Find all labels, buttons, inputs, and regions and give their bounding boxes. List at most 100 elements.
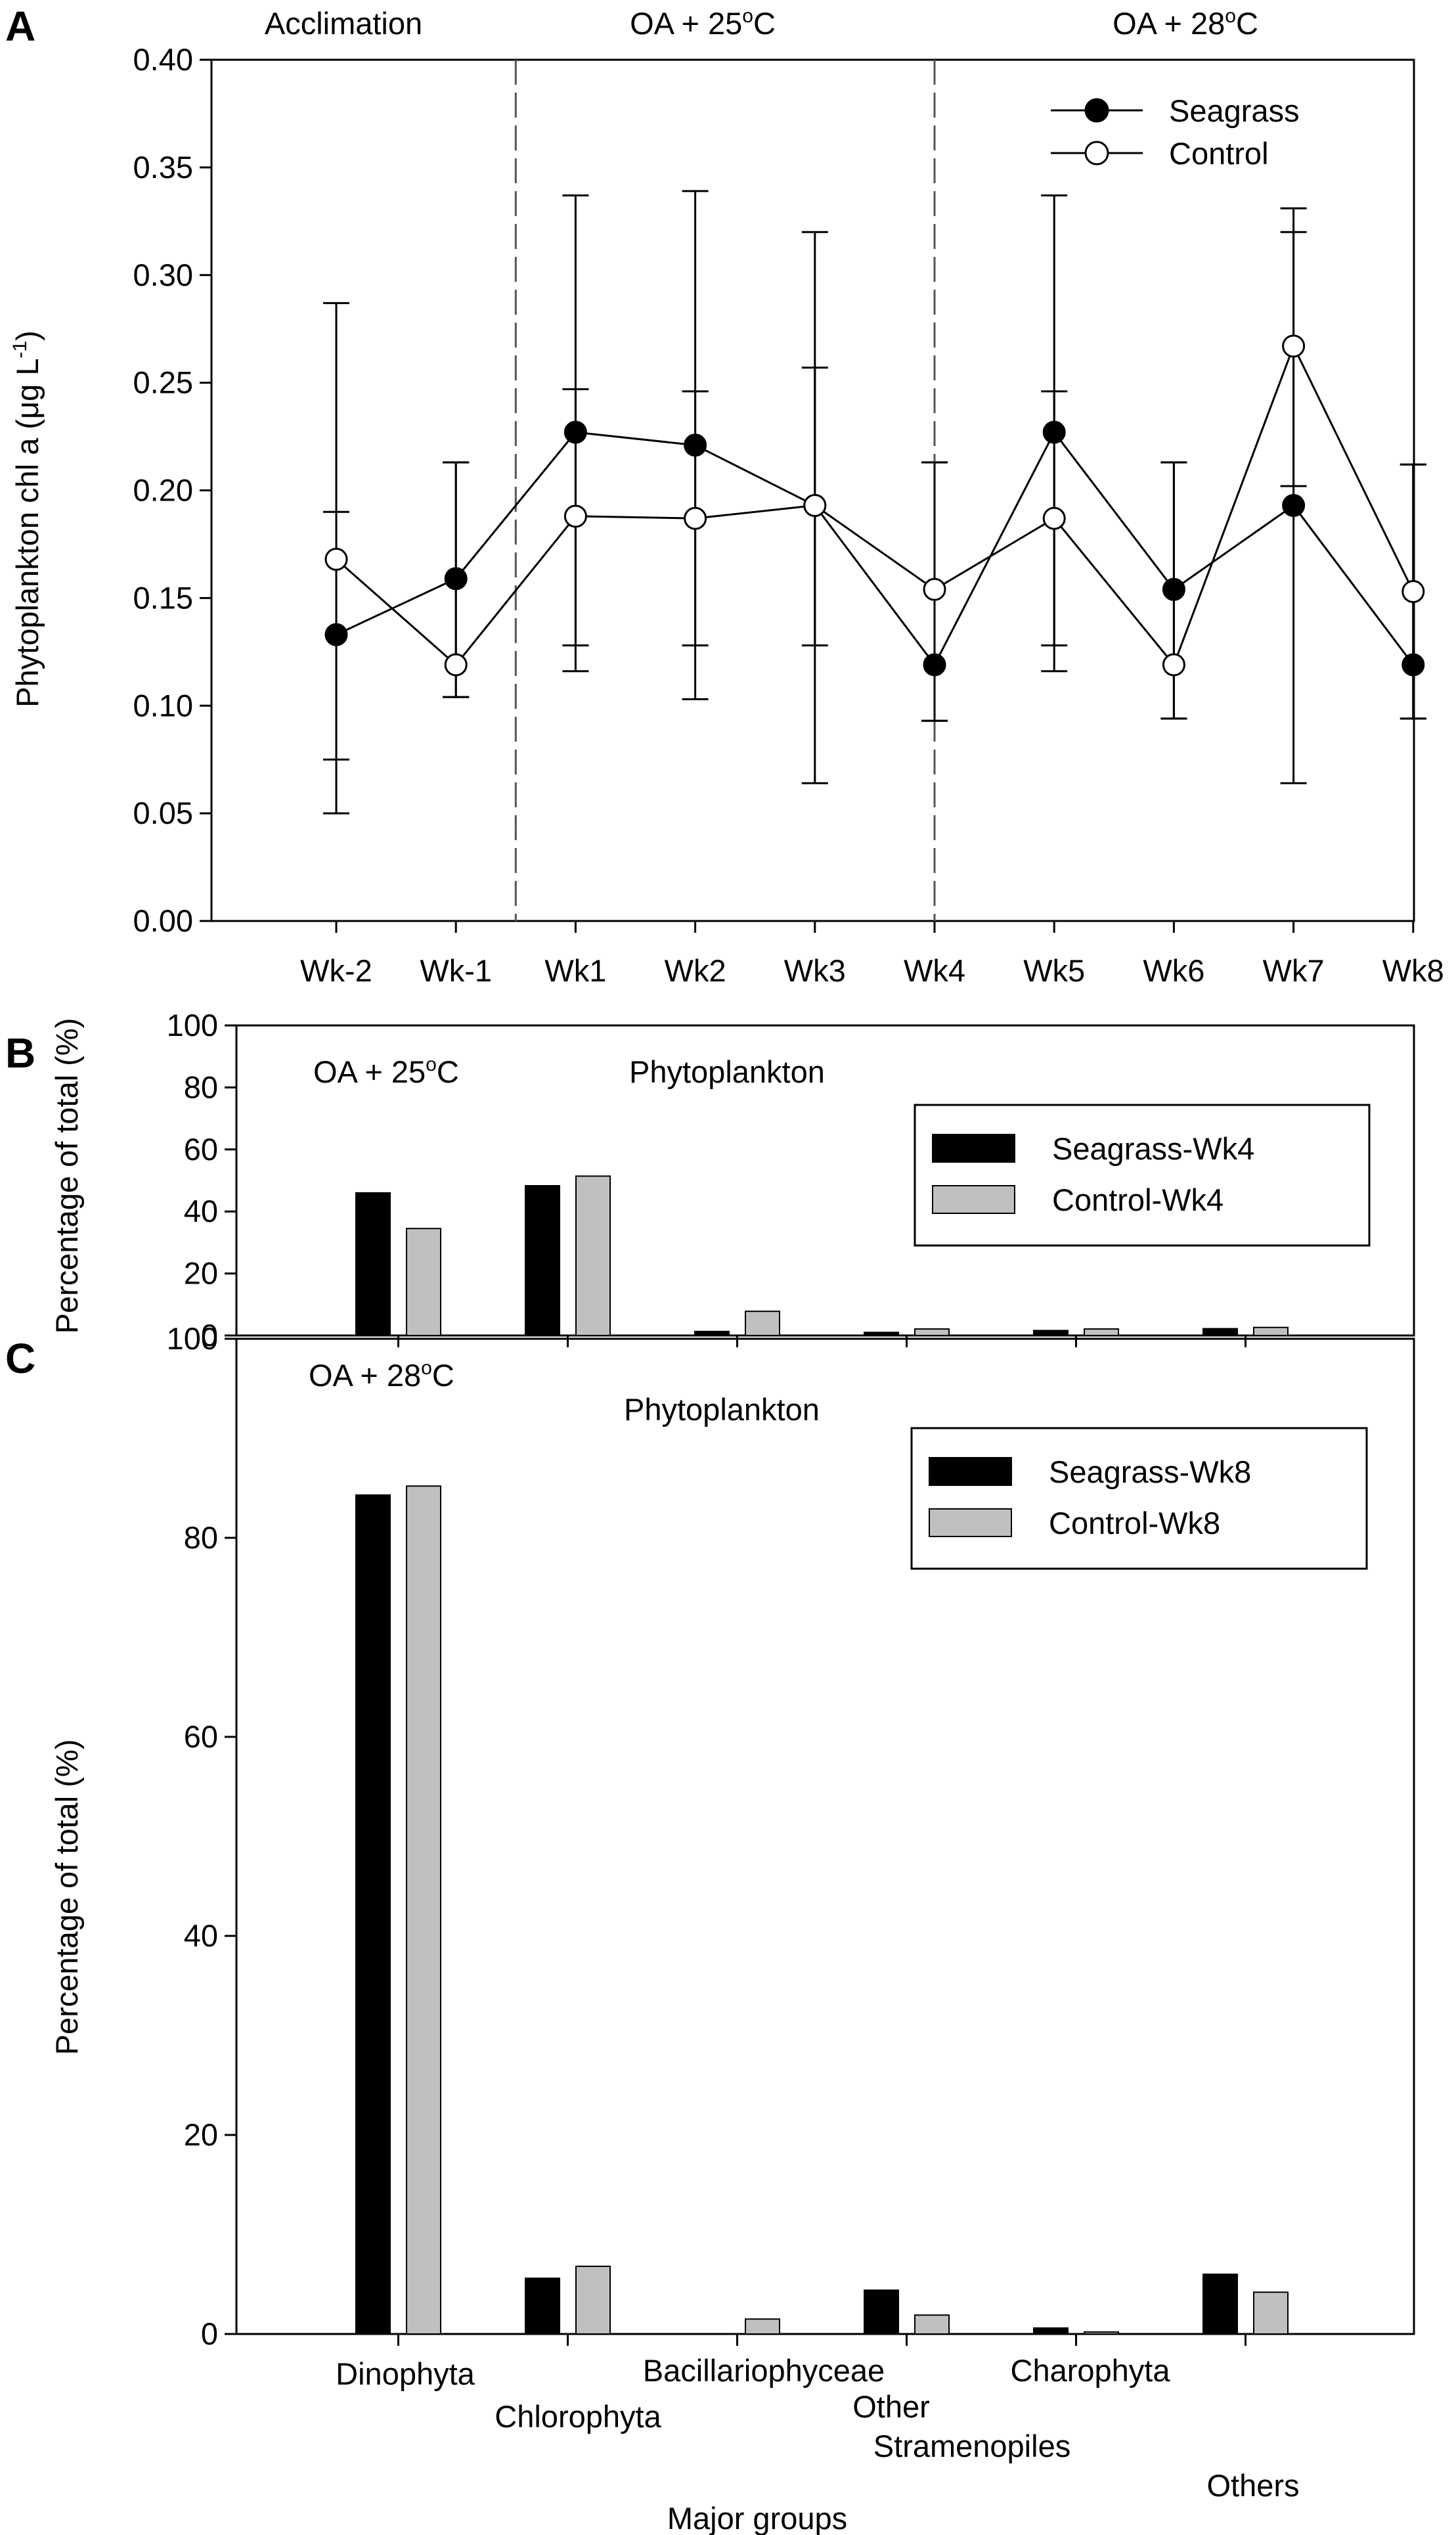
control-point <box>324 547 348 571</box>
control-bar <box>1253 1326 1289 1337</box>
y-tick-label: 0.10 <box>133 688 193 723</box>
control-point <box>1042 506 1066 530</box>
panel-c-category-labels: Dinophyta Chlorophyta Bacillariophyceae … <box>336 2353 1299 2503</box>
panel-b-plot <box>355 1175 1289 1337</box>
legend-seagrass-wk8-label: Seagrass-Wk8 <box>1049 1454 1251 1489</box>
category-label: Charophyta <box>1011 2353 1171 2388</box>
seagrass-bar <box>1033 1330 1069 1336</box>
category-label: Dinophyta <box>336 2356 475 2391</box>
control-bar <box>914 1328 950 1337</box>
control-point <box>1401 580 1425 604</box>
x-tick-label: Wk3 <box>784 953 846 988</box>
control-bar <box>914 2314 950 2335</box>
control-bar <box>575 2265 611 2335</box>
seagrass-bar <box>694 1330 730 1337</box>
seagrass-bar <box>864 1332 899 1337</box>
y-tick-label: 0.20 <box>133 473 193 508</box>
seagrass-point <box>1282 493 1306 517</box>
panel-a-axes: 0.00 0.05 0.10 0.15 0.20 0.25 0.30 0.35 0.40 Wk-2… <box>133 42 1444 988</box>
y-tick-label: 80 <box>184 1520 218 1555</box>
seagrass-bar <box>1202 1328 1238 1336</box>
seagrass-bar <box>355 1192 391 1336</box>
panel-a-ylabel: Phytoplankton chl a (μg L-1) <box>9 330 45 707</box>
control-bar <box>745 2318 780 2335</box>
y-tick-label: 20 <box>184 1256 218 1291</box>
panel-c-ylabel: Percentage of total (%) <box>49 1739 84 2055</box>
control-point <box>803 493 827 517</box>
x-tick-label: Wk-2 <box>300 953 372 988</box>
x-tick-label: Wk4 <box>904 953 965 988</box>
seagrass-point <box>1162 577 1185 601</box>
y-tick-label: 100 <box>167 1321 218 1356</box>
legend-control-wk4-label: Control-Wk4 <box>1052 1182 1224 1217</box>
control-bar <box>1253 2291 1289 2335</box>
control-point <box>1162 653 1185 677</box>
panel-c-condition: OA + 28oC <box>309 1357 454 1393</box>
panel-b-axes: 0 20 40 60 80 100 <box>167 1008 1415 1353</box>
seagrass-point <box>1042 420 1066 444</box>
legend-box <box>910 1427 1368 1570</box>
panel-a: A Acclimation OA + 25oC OA + 28oC Phytop… <box>5 3 1444 988</box>
y-tick-label: 0 <box>201 2316 218 2351</box>
y-tick-label: 0.30 <box>133 258 193 292</box>
seagrass-bar <box>864 2289 899 2335</box>
panel-a-legend: Seagrass Control <box>1051 93 1300 171</box>
control-bar <box>1084 2331 1119 2335</box>
control-bar <box>406 1228 441 1337</box>
control-bar <box>1084 1328 1119 1337</box>
y-tick-label: 0 <box>201 1318 218 1353</box>
seagrass-bar <box>1202 2274 1238 2335</box>
panel-c-xlabel: Major groups <box>667 2501 847 2535</box>
phase-label-oa-28: OA + 28oC <box>1113 5 1258 41</box>
panel-b-condition: OA + 25oC <box>313 1054 459 1089</box>
control-point <box>563 505 587 528</box>
control-point <box>684 506 707 530</box>
y-tick-label: 60 <box>184 1719 218 1754</box>
seagrass-bar <box>525 2277 560 2335</box>
y-tick-label: 60 <box>184 1132 218 1167</box>
seagrass-point <box>324 623 348 646</box>
category-label: Others <box>1206 2468 1299 2503</box>
category-label: Stramenopiles <box>873 2429 1070 2463</box>
legend-box <box>914 1104 1371 1247</box>
category-label: Bacillariophyceae <box>643 2353 885 2388</box>
y-tick-label: 0.00 <box>133 903 193 938</box>
y-tick-label: 100 <box>167 1008 218 1043</box>
legend-seagrass-wk4-label: Seagrass-Wk4 <box>1052 1131 1254 1166</box>
legend-control-wk4-swatch <box>932 1185 1015 1214</box>
panel-b-letter: B <box>5 1029 35 1077</box>
seagrass-bar <box>1033 2327 1069 2335</box>
seagrass-line <box>336 430 1414 667</box>
control-point <box>923 577 946 601</box>
category-label: Chlorophyta <box>495 2399 661 2434</box>
category-label: Other <box>852 2389 930 2424</box>
plot-frame <box>235 1024 1415 1337</box>
control-line <box>336 344 1415 667</box>
legend-control-label: Control <box>1169 136 1269 171</box>
seagrass-point <box>923 653 946 677</box>
phase-label-acclimation: Acclimation <box>265 6 422 41</box>
panel-b-ylabel: Percentage of total (%) <box>49 1018 84 1334</box>
control-bar <box>406 1485 441 2335</box>
panel-b-group-label: Phytoplankton <box>629 1054 825 1089</box>
panel-b: B Percentage of total (%) OA + 25oC Phyt… <box>5 1008 1415 1353</box>
panel-c-group-label: Phytoplankton <box>624 1392 820 1427</box>
panel-c-letter: C <box>5 1335 35 1382</box>
y-tick-label: 0.25 <box>133 365 193 400</box>
x-tick-label: Wk1 <box>544 953 606 988</box>
x-tick-label: Wk8 <box>1382 953 1444 988</box>
y-tick-label: 20 <box>184 2117 218 2152</box>
x-tick-label: Wk7 <box>1263 953 1325 988</box>
y-tick-label: 40 <box>184 1918 218 1953</box>
y-tick-label: 0.35 <box>133 150 193 185</box>
legend-seagrass-label: Seagrass <box>1169 93 1300 128</box>
panel-c-axes: 0 20 40 60 80 100 <box>167 1321 1415 2351</box>
panel-a-frame <box>210 58 1415 922</box>
panel-c-plot <box>355 1485 1289 2335</box>
seagrass-bar <box>525 1185 560 1337</box>
y-tick-label: 0.05 <box>133 796 193 830</box>
seagrass-point <box>444 567 468 591</box>
y-tick-label: 0.40 <box>133 42 193 77</box>
panel-a-plot <box>323 190 1426 815</box>
x-tick-label: Wk5 <box>1023 953 1085 988</box>
